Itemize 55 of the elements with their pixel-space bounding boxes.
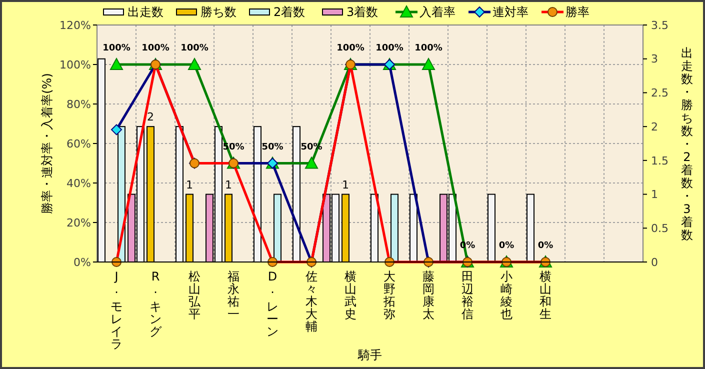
legend-label: 連対率 bbox=[492, 5, 528, 20]
data-label: 100% bbox=[180, 44, 208, 54]
y2-tick-label: 2 bbox=[651, 120, 658, 134]
y-tick-label: 60% bbox=[66, 137, 91, 150]
y-axis-title: 勝率・連対率・入着率(%) bbox=[40, 73, 54, 214]
y-tick-label: 20% bbox=[66, 216, 91, 230]
x-tick-label: 小崎綾也 bbox=[500, 270, 512, 322]
data-label: 100% bbox=[336, 44, 364, 54]
y-tick-label: 0% bbox=[74, 256, 91, 269]
y2-tick-label: 1 bbox=[651, 188, 658, 202]
text: 出走数・勝ち数・2着数・3着数 bbox=[681, 46, 693, 242]
data-label: 100% bbox=[102, 44, 130, 54]
legend-label: 2着数 bbox=[274, 5, 306, 20]
x-tick-label: 横山武史 bbox=[344, 270, 356, 322]
data-label: 100% bbox=[414, 44, 442, 54]
x-tick-label: 福永祐一 bbox=[228, 270, 240, 322]
data-label: 0% bbox=[538, 241, 554, 251]
y2-tick-label: 3 bbox=[651, 52, 658, 66]
legend-label: 3着数 bbox=[346, 5, 378, 20]
data-label: 100% bbox=[142, 44, 170, 54]
data-label: 100% bbox=[376, 44, 404, 54]
y-tick-label: 120% bbox=[60, 18, 91, 32]
x-tick-label: 藤岡康太 bbox=[422, 270, 434, 322]
point bbox=[111, 124, 122, 136]
data-label: 2 bbox=[147, 110, 154, 124]
x-tick-label: D. レーン bbox=[266, 270, 278, 339]
point bbox=[422, 58, 435, 70]
data-label: 0% bbox=[498, 241, 514, 251]
y2-tick-label: 3.5 bbox=[651, 18, 668, 32]
x-tick-label: 大野拓弥 bbox=[382, 270, 396, 322]
y2-tick-label: 1.5 bbox=[651, 154, 668, 168]
point bbox=[110, 58, 123, 70]
x-tick-label: 横山和生 bbox=[540, 270, 552, 322]
x-tick-label: J. モレイラ bbox=[110, 270, 122, 352]
y-tick-label: 100% bbox=[60, 58, 91, 72]
legend-label: 勝ち数 bbox=[200, 5, 236, 20]
y2-tick-label: 0 bbox=[651, 256, 658, 269]
data-label: 1 bbox=[225, 178, 232, 192]
data-label: 1 bbox=[186, 178, 193, 192]
x-tick-label: 田辺裕信 bbox=[462, 270, 474, 322]
legend-label: 勝率 bbox=[566, 5, 590, 20]
legend-label: 出走数 bbox=[128, 5, 164, 20]
x-tick-label: 松山弘平 bbox=[188, 270, 202, 322]
y2-tick-label: 0.5 bbox=[651, 222, 668, 235]
x-tick-label: R. キング bbox=[150, 270, 162, 339]
y2-tick-label: 2.5 bbox=[651, 86, 668, 100]
x-axis-title: 騎手 bbox=[357, 348, 382, 362]
point bbox=[305, 156, 318, 169]
data-label: 1 bbox=[342, 178, 349, 192]
data-label: 50% bbox=[262, 142, 284, 152]
x-tick-label: 佐々木大輔 bbox=[306, 270, 318, 334]
point bbox=[188, 58, 201, 70]
legend-label: 入着率 bbox=[420, 5, 456, 20]
y-tick-label: 80% bbox=[66, 98, 91, 111]
y-tick-label: 40% bbox=[66, 176, 91, 190]
